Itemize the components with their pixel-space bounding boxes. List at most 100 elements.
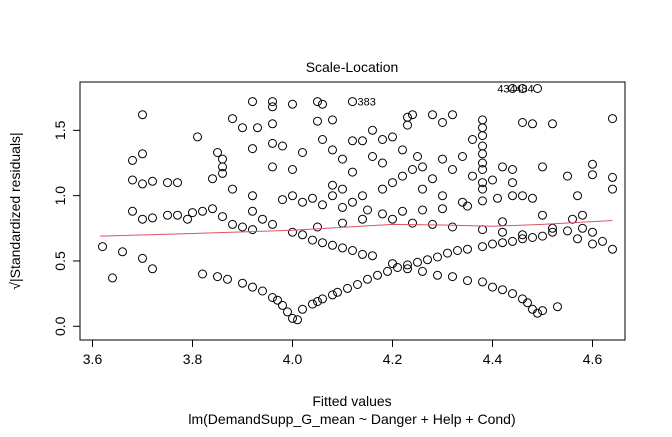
data-point [448,110,457,120]
data-point [358,249,367,259]
data-point [478,242,487,252]
data-point [268,162,277,172]
data-point [418,205,427,215]
data-point [563,171,572,181]
data-point [498,162,507,172]
data-point [588,170,597,180]
data-point [538,162,547,172]
data-point [518,234,527,244]
data-point [508,178,517,188]
data-point [313,97,322,107]
chart-subtitle: lm(DemandSupp_G_mean ~ Danger + Help + C… [188,411,515,427]
data-point [213,272,222,282]
data-point [378,184,387,194]
data-point [428,110,437,120]
data-point [488,239,497,249]
data-point [538,306,547,316]
data-point [328,180,337,190]
points-layer [98,84,617,325]
data-point [478,131,487,141]
data-point [348,136,357,146]
data-point [318,294,327,304]
data-point [498,217,507,227]
x-tick-label: 4.2 [383,351,403,367]
x-tick-label: 3.8 [183,351,203,367]
data-point [163,178,172,188]
data-point [563,226,572,236]
data-point [518,230,527,240]
data-point [128,155,137,165]
data-point [388,259,397,269]
data-point [238,123,247,133]
data-point [228,184,237,194]
data-point [478,178,487,188]
data-point [448,272,457,282]
data-point [298,230,307,240]
data-point [268,97,277,107]
data-point [128,175,137,185]
data-point [408,165,417,174]
data-point [358,136,367,146]
data-point [508,289,517,299]
data-point [268,293,277,302]
point-label: 484 [515,84,533,96]
smoother-line [99,220,613,237]
data-point [498,227,507,237]
data-point [108,273,117,283]
data-point [238,222,247,232]
data-point [493,193,502,203]
data-point [468,135,477,144]
data-point [278,141,287,151]
data-point [478,225,487,235]
data-point [528,193,537,203]
data-point [318,135,327,144]
data-point [548,227,557,237]
data-point [138,253,147,263]
data-point [533,84,542,93]
x-axis-label: Fitted values [312,393,391,409]
data-point [173,178,182,188]
data-point [518,118,527,127]
data-point [413,257,422,267]
data-point [448,222,457,232]
y-tick-label: 1.0 [52,186,68,206]
x-tick-label: 3.6 [83,351,103,367]
data-point [208,204,217,214]
data-point [298,197,307,207]
data-point [488,282,497,292]
y-tick-label: 0.5 [52,251,68,271]
y-axis-label: √|Standardized residuals| [7,132,23,289]
data-point [368,251,377,261]
data-point [218,154,227,164]
data-point [398,206,407,216]
data-point [213,148,222,157]
data-point [288,191,297,201]
data-point [458,152,467,161]
data-point [183,214,192,224]
data-point [408,110,417,120]
data-point [188,208,197,218]
data-point [338,218,347,228]
data-point [478,149,487,159]
data-point [148,176,157,186]
data-point [288,99,297,109]
data-point [138,110,147,120]
data-point [388,214,397,224]
data-point [478,115,487,125]
data-point [328,115,337,125]
data-point [268,219,277,229]
data-point [548,119,557,129]
data-point [508,165,517,174]
data-point [568,214,577,224]
data-point [498,238,507,248]
data-point [288,227,297,237]
data-point [403,112,412,122]
data-point [608,172,617,182]
data-point [528,233,537,242]
y-tick-label: 0.0 [52,316,68,336]
data-point [403,264,412,274]
data-point [588,159,597,169]
data-point [348,197,357,207]
data-point [463,244,472,254]
